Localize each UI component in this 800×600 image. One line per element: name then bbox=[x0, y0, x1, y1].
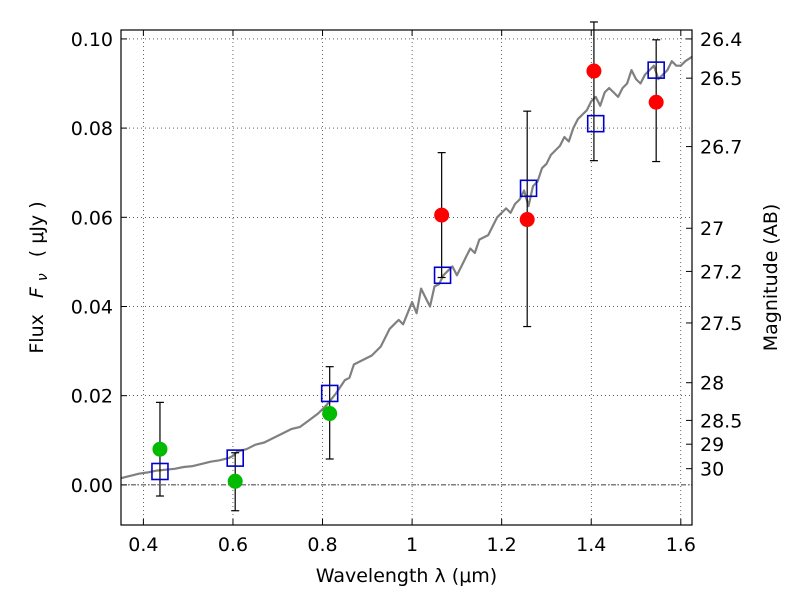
y-tick-label: 0.06 bbox=[71, 207, 113, 229]
y-tick-label: 0.00 bbox=[71, 475, 113, 497]
axis-ticks: 0.4 0.6 0.8 1 1.2 1.4 1.6 0.00 0.02 0.04 0.06 0.08 0… bbox=[71, 29, 743, 556]
x-axis-title: Wavelength λ (μm) bbox=[316, 565, 497, 587]
magnitude-tick-label: 30 bbox=[700, 459, 724, 481]
y-axis-title-units: ( μJy ) bbox=[26, 201, 48, 257]
detection-point bbox=[519, 212, 535, 228]
secondary-y-axis-title: Magnitude (AB) bbox=[760, 204, 782, 352]
x-tick-label: 0.6 bbox=[218, 534, 248, 556]
magnitude-tick-label: 27.5 bbox=[700, 313, 742, 335]
x-tick-label: 1 bbox=[406, 534, 418, 556]
plot-data bbox=[120, 21, 693, 512]
plot-frame bbox=[120, 29, 693, 526]
nondetection-point bbox=[322, 406, 338, 422]
y-axis-title-subscript: ν bbox=[35, 273, 51, 281]
x-tick-label: 0.8 bbox=[307, 534, 337, 556]
model-photometry-point bbox=[647, 61, 665, 79]
grid bbox=[121, 30, 692, 525]
y-tick-label: 0.10 bbox=[71, 29, 113, 51]
y-axis-title: Flux F ν ( μJy ) bbox=[26, 201, 52, 353]
detection-point bbox=[648, 94, 664, 110]
y-tick-label: 0.04 bbox=[71, 296, 113, 318]
magnitude-tick-label: 26.4 bbox=[700, 29, 742, 51]
model-photometry-point bbox=[151, 462, 169, 481]
template-spectrum-line bbox=[120, 55, 693, 480]
magnitude-tick-label: 28 bbox=[700, 373, 724, 395]
x-tick-label: 1.6 bbox=[666, 534, 696, 556]
magnitude-tick-label: 27.2 bbox=[700, 261, 742, 283]
y-tick-label: 0.08 bbox=[71, 118, 113, 140]
x-tick-label: 1.4 bbox=[576, 534, 606, 556]
magnitude-tick-label: 26.7 bbox=[700, 137, 742, 159]
model-photometry-point bbox=[433, 266, 452, 285]
model-photometry-point bbox=[226, 449, 244, 467]
detection-point bbox=[586, 63, 602, 79]
magnitude-tick-label: 27 bbox=[700, 218, 724, 240]
magnitude-tick-label: 29 bbox=[700, 434, 724, 456]
x-tick-label: 0.4 bbox=[128, 534, 158, 556]
nondetection-point bbox=[152, 441, 168, 457]
model-photometry-point bbox=[519, 179, 538, 198]
magnitude-tick-label: 26.5 bbox=[700, 68, 742, 90]
detection-point bbox=[434, 207, 450, 223]
y-axis-title-symbol: F bbox=[26, 286, 48, 298]
x-tick-label: 1.2 bbox=[487, 534, 517, 556]
y-axis-title-prefix: Flux bbox=[26, 314, 48, 354]
model-photometry-point bbox=[586, 114, 605, 133]
nondetection-point bbox=[227, 473, 243, 489]
magnitude-tick-label: 28.5 bbox=[700, 410, 742, 432]
y-tick-label: 0.02 bbox=[71, 386, 113, 408]
model-photometry-point bbox=[320, 384, 339, 403]
